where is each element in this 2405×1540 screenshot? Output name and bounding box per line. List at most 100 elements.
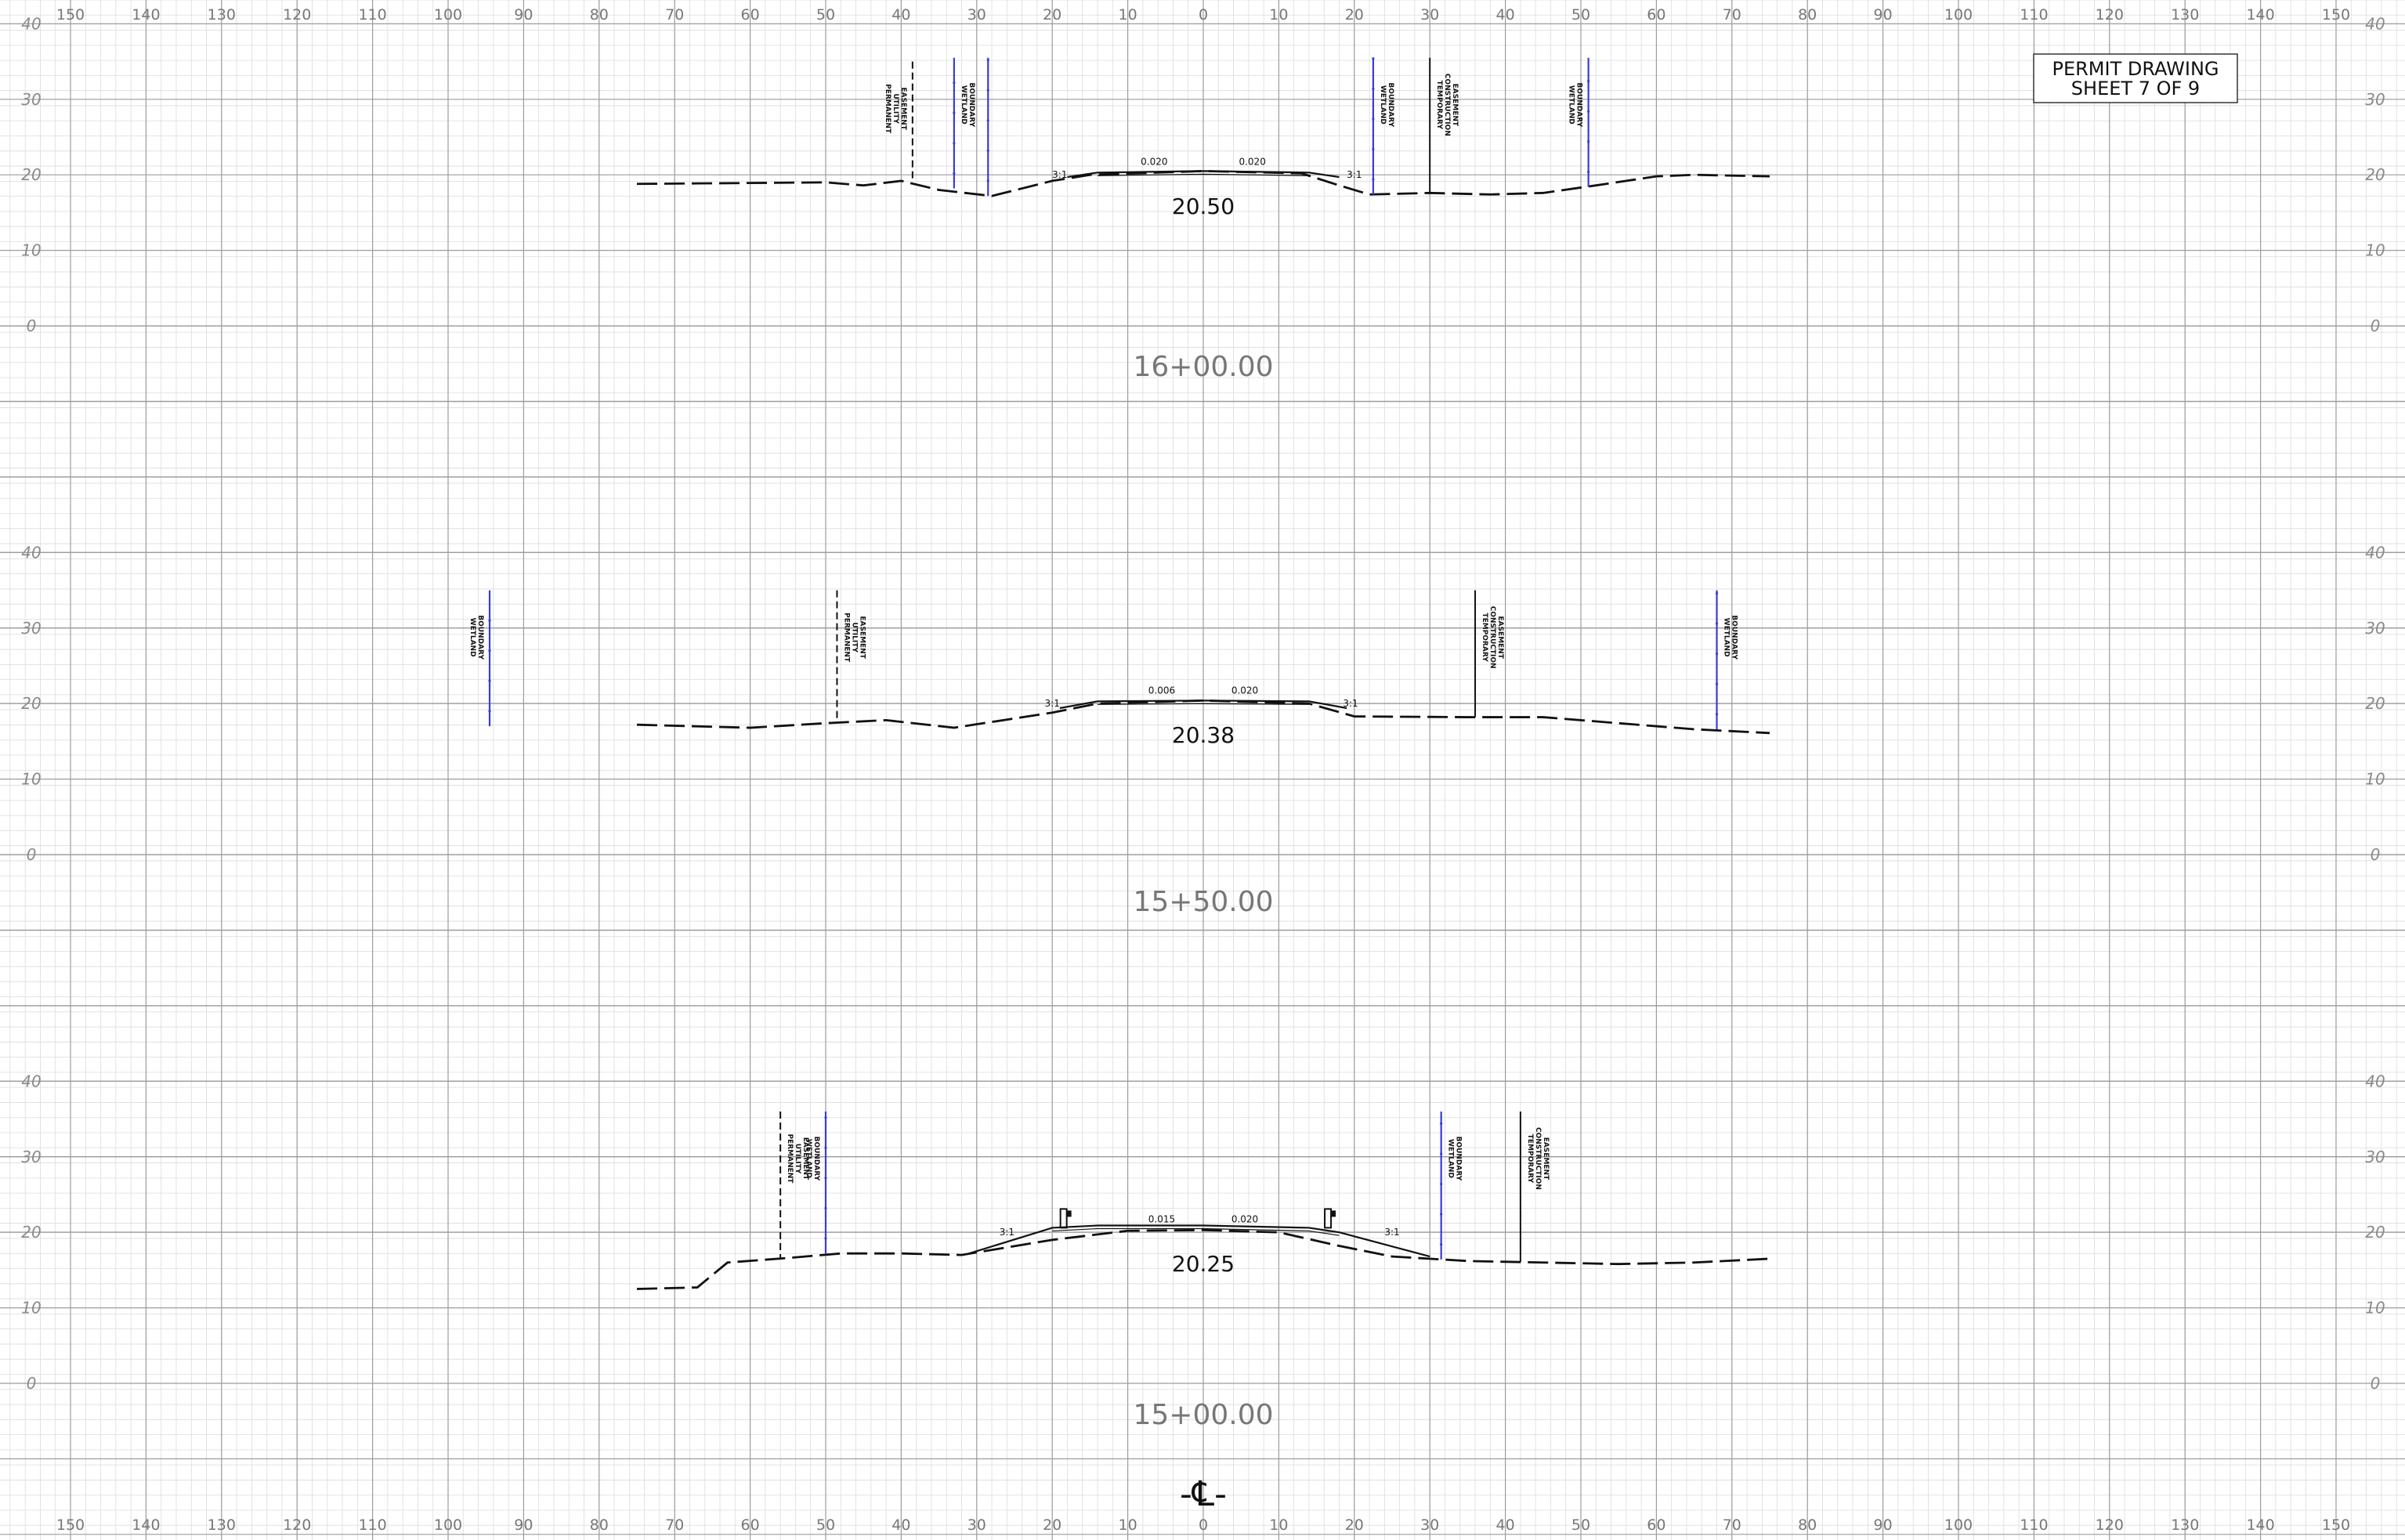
offset-label: 40 (1496, 1517, 1515, 1534)
offset-label: 20 (1043, 6, 1061, 23)
title-block-line1: PERMIT DRAWING (2052, 58, 2219, 80)
title-block-line2: SHEET 7 OF 9 (2071, 78, 2200, 99)
boundary-label-line: BOUNDARY (1387, 82, 1394, 127)
boundary-label: WETLAND BOUNDARY (805, 1137, 820, 1181)
offset-label: 80 (1798, 6, 1817, 23)
boundary-label-line: WETLAND (805, 1139, 812, 1178)
boundary-label-line: CONSTRUCTION (1488, 606, 1496, 669)
offset-label: 50 (1571, 1517, 1590, 1534)
boundary-label-line: PERMANENT (786, 1133, 794, 1184)
offset-label: 130 (2171, 1517, 2199, 1534)
offset-label: 140 (132, 6, 160, 23)
elevation-label-right: 40 (2365, 543, 2385, 562)
boundary-point (953, 172, 956, 175)
elevation-label-left: 10 (21, 770, 41, 789)
boundary-label-line: TEMPORARY (1526, 1134, 1534, 1184)
boundary-label-line: BOUNDARY (476, 615, 484, 660)
boundary-label-line: UTILITY (794, 1144, 801, 1174)
section-15+50.00: 40 40 30 30 20 20 10 10 0 0 0.006 0.020 3:1 3:1 WETLAN… (21, 543, 2385, 918)
boundary-point (1587, 170, 1590, 173)
boundary-label-line: BOUNDARY (1455, 1137, 1463, 1181)
elevation-label-right: 10 (2365, 770, 2385, 789)
offset-label: 60 (1647, 1517, 1665, 1534)
offset-label: 90 (1874, 6, 1893, 23)
offset-label: 40 (891, 1517, 910, 1534)
offset-label: 140 (132, 1517, 160, 1534)
offset-label: 110 (2020, 6, 2048, 23)
guardrail-rail (1066, 1210, 1072, 1217)
elevation-label-right: 20 (2365, 694, 2385, 713)
offset-label: 120 (283, 1517, 311, 1534)
boundary-point (1372, 117, 1375, 121)
offset-label: 130 (208, 6, 236, 23)
boundary-point (1440, 1152, 1443, 1155)
boundary-label-line: WETLAND (1447, 1139, 1455, 1178)
offset-label: 60 (741, 1517, 760, 1534)
elevation-label-left: 20 (21, 1223, 41, 1242)
proposed-roadway-line (1067, 170, 1340, 179)
boundary-label-line: WETLAND (468, 618, 476, 657)
boundary-point (1440, 1122, 1443, 1125)
boundary-label: WETLAND BOUNDARY (1379, 82, 1394, 127)
grade-elevation: 20.38 (1172, 722, 1235, 748)
side-slope-label: 3:1 (1000, 1227, 1014, 1238)
elevation-label-left: 40 (21, 14, 41, 33)
cross-sections: 40 40 30 30 20 20 10 10 0 0 0.020 0.020 3:1 3:1 PERMAN… (21, 14, 2385, 1431)
offset-label: 30 (967, 6, 986, 23)
proposed-roadway-line (968, 1224, 1430, 1258)
offset-label: 100 (1944, 1517, 1973, 1534)
existing-ground-line (636, 699, 1770, 735)
elevation-label-right: 20 (2365, 1223, 2385, 1242)
offset-label: 40 (891, 6, 910, 23)
offset-label: 150 (2322, 1517, 2350, 1534)
boundary-point (1372, 87, 1375, 90)
existing-ground-line (636, 1228, 1770, 1290)
boundary-point (824, 1206, 827, 1209)
guardrail-post (1324, 1208, 1333, 1229)
boundary-label-line: CONSTRUCTION (1443, 74, 1451, 136)
offset-label: 30 (1420, 1517, 1439, 1534)
offset-label: 100 (434, 1517, 462, 1534)
station-label: 16+00.00 (1133, 351, 1273, 383)
boundary-point (488, 649, 491, 653)
offset-label: 120 (2096, 6, 2124, 23)
boundary-label: TEMPORARY CONSTRUCTION EASEMENT (1526, 1127, 1550, 1190)
boundary-label-line: CONSTRUCTION (1534, 1127, 1542, 1190)
station-label: 15+50.00 (1133, 886, 1273, 918)
cross-slope-label: 0.015 (1148, 1213, 1175, 1224)
elevation-label-right: 0 (2371, 316, 2381, 335)
boundary-point (986, 179, 989, 183)
elevation-label-left: 20 (21, 694, 41, 713)
boundary-point (1715, 652, 1719, 656)
elevation-label-right: 40 (2365, 14, 2385, 33)
offset-label: 10 (1119, 1517, 1137, 1534)
boundary-label-line: WETLAND (1568, 85, 1575, 125)
boundary-label: PERMANENT UTILITY EASEMENT (786, 1133, 809, 1184)
offset-label: 130 (208, 1517, 236, 1534)
offset-label: 0 (1199, 6, 1208, 23)
offset-label: 90 (514, 6, 533, 23)
elevation-label-left: 40 (21, 1072, 41, 1090)
elevation-label-right: 30 (2365, 90, 2385, 109)
boundary-label-line: UTILITY (850, 622, 858, 653)
boundary-point (488, 710, 491, 713)
offset-label: 150 (2322, 6, 2350, 23)
boundary-point (824, 1116, 827, 1119)
offset-label: 10 (1269, 6, 1288, 23)
boundary-point (1715, 622, 1719, 625)
cross-slope-label: 0.020 (1141, 156, 1167, 167)
elevation-label-right: 40 (2365, 1072, 2385, 1090)
offset-label: 90 (1874, 1517, 1893, 1534)
boundary-label-line: BOUNDARY (1575, 82, 1583, 127)
boundary-label-line: PERMANENT (842, 613, 850, 663)
cross-slope-label: 0.006 (1148, 685, 1175, 696)
elevation-label-right: 0 (2371, 845, 2381, 864)
cross-slope-label: 0.020 (1239, 156, 1265, 167)
boundary-point (1715, 591, 1719, 595)
offset-label: 70 (665, 1517, 684, 1534)
boundary-label: TEMPORARY CONSTRUCTION EASEMENT (1481, 606, 1504, 669)
offset-label: 80 (590, 6, 609, 23)
boundary-label: WETLAND BOUNDARY (468, 615, 484, 660)
side-slope-label: 3:1 (1384, 1227, 1399, 1238)
